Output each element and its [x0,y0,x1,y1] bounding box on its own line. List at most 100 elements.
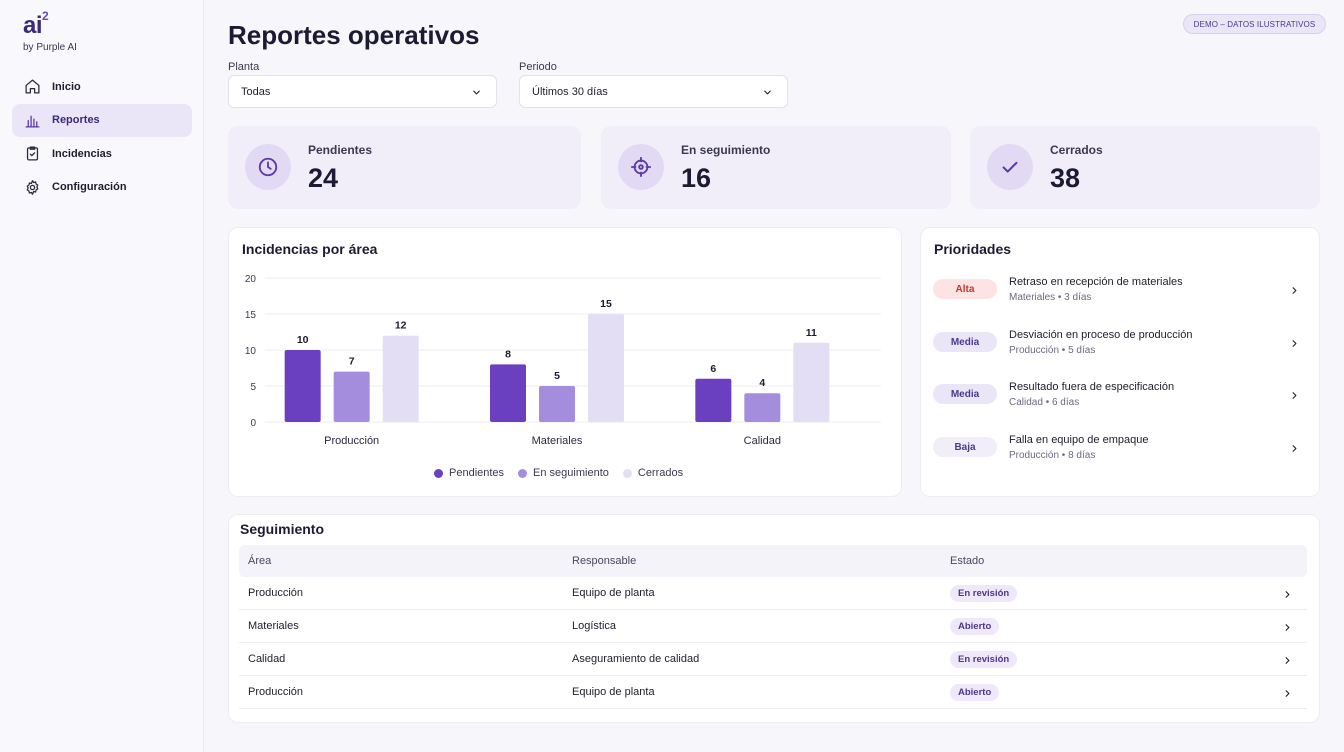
sidebar-item-incidencias[interactable]: Incidencias [12,137,192,170]
status-badge: En revisión [950,585,1018,602]
period-select[interactable]: Últimos 30 días [519,75,788,108]
plant-filter-label: Planta [228,61,260,73]
stat-value: 16 [681,163,712,193]
sidebar-item-label: Configuración [52,181,127,193]
data-label: 5 [554,370,560,382]
chevron-right-icon [1289,441,1300,459]
priority-badge-baja: Baja [933,437,997,457]
bar-en-seguimiento [539,386,575,422]
x-tick-label: Materiales [532,435,583,447]
plant-select-value: Todas [241,85,271,98]
bar-en-seguimiento [744,393,781,422]
priority-item[interactable]: Media Desviación en proceso de producció… [921,329,1320,381]
stat-label: Pendientes [308,143,373,157]
x-tick-label: Producción [324,435,379,447]
x-tick-label: Calidad [744,435,781,447]
sidebar-item-reportes[interactable]: Reportes [12,103,192,137]
column-header-estado: Estado [950,555,985,567]
home-icon [24,78,41,95]
chevron-down-icon [762,87,773,101]
priority-title: Desviación en proceso de producción [1009,329,1193,341]
sidebar-item-label: Incidencias [52,147,112,160]
bar-chart: 20 15 10 5 0 10 7 12 Producción 8 5 15 Materiales 6 4 1… [245,274,881,447]
chevron-right-icon [1282,587,1293,605]
sidebar-item-label: Reportes [52,114,100,126]
bar-en-seguimiento [333,371,370,422]
status-badge: Abierto [950,618,1000,635]
data-label: 8 [505,348,511,360]
gear-icon [24,179,41,196]
data-label: 6 [710,363,716,375]
cell-owner: Equipo de planta [572,686,655,698]
tracking-title: Seguimiento [240,521,325,537]
sidebar: ai2 by Purple AI Inicio Reportes Inciden… [0,0,204,752]
sidebar-nav: Inicio Reportes Incidencias Configuració… [12,70,192,204]
legend-label: En seguimiento [533,467,609,479]
y-tick-label: 10 [245,346,257,357]
bar-pendientes [490,364,526,422]
data-label: 11 [806,327,817,339]
stat-card-pendientes: Pendientes 24 [228,126,581,209]
y-tick-label: 15 [245,310,257,321]
sidebar-item-configuracion[interactable]: Configuración [12,171,192,204]
data-label: 4 [759,377,765,389]
cell-owner: Aseguramiento de calidad [572,653,700,665]
priority-badge-media: Media [933,384,997,404]
chevron-right-icon [1289,283,1300,301]
stat-value: 24 [308,163,339,193]
check-icon [987,144,1033,190]
bar-pendientes [695,378,732,422]
legend-swatch [434,468,443,478]
bar-chart-icon [24,112,41,129]
cell-area: Producción [248,686,304,698]
column-header-area: Área [248,555,272,567]
priority-item[interactable]: Alta Retraso en recepción de materiales … [921,276,1320,328]
sidebar-item-inicio[interactable]: Inicio [12,70,192,103]
priority-title: Falla en equipo de empaque [1009,434,1149,446]
clock-icon [245,144,291,190]
legend-swatch [518,468,528,478]
chevron-right-icon [1282,620,1293,638]
priority-title: Retraso en recepción de materiales [1009,276,1183,288]
status-badge: Abierto [950,684,1000,701]
table-row[interactable]: Materiales Logística Abierto [239,610,1307,643]
crosshair-icon [618,144,664,190]
cell-area: Producción [248,587,304,599]
stat-card-cerrados: Cerrados 38 [970,126,1320,209]
priority-item[interactable]: Media Resultado fuera de especificación … [921,381,1320,433]
priority-meta: Materiales • 3 días [1009,292,1092,303]
legend-swatch [622,468,632,478]
y-tick-label: 20 [245,274,257,285]
tracking-panel: Seguimiento Área Responsable Estado Prod… [228,514,1320,723]
page-title: Reportes operativos [228,20,480,50]
priority-meta: Calidad • 6 días [1009,397,1080,408]
sidebar-item-label: Inicio [52,80,81,93]
stat-label: En seguimiento [681,143,771,157]
table-row[interactable]: Producción Equipo de planta Abierto [239,676,1307,709]
period-select-value: Últimos 30 días [532,85,608,98]
priority-title: Resultado fuera de especificación [1009,381,1175,393]
chevron-right-icon [1289,388,1300,406]
cell-area: Calidad [248,653,286,665]
cell-owner: Logística [572,620,617,632]
priority-meta: Producción • 8 días [1009,450,1096,461]
table-header: Área Responsable Estado [239,545,1307,577]
chart-legend: Pendientes En seguimiento Cerrados [434,467,697,479]
bar-cerrados [793,342,830,422]
legend-item-en-seguimiento: En seguimiento [518,467,609,479]
data-label: 12 [395,320,407,332]
brand-logo[interactable]: ai2 by Purple AI [23,9,77,53]
clipboard-icon [24,145,41,162]
chevron-right-icon [1282,653,1293,671]
bar-pendientes [284,350,321,422]
plant-select[interactable]: Todas [228,75,497,108]
table-row[interactable]: Calidad Aseguramiento de calidad En revi… [239,643,1307,676]
stat-card-en-seguimiento: En seguimiento 16 [601,126,951,209]
chevron-right-icon [1289,336,1300,354]
priority-item[interactable]: Baja Falla en equipo de empaque Producci… [921,434,1320,486]
column-header-responsable: Responsable [572,555,637,567]
table-row[interactable]: Producción Equipo de planta En revisión [239,577,1307,610]
chart-title: Incidencias por área [242,241,378,257]
data-label: 10 [297,334,309,346]
stat-value: 38 [1050,163,1081,193]
